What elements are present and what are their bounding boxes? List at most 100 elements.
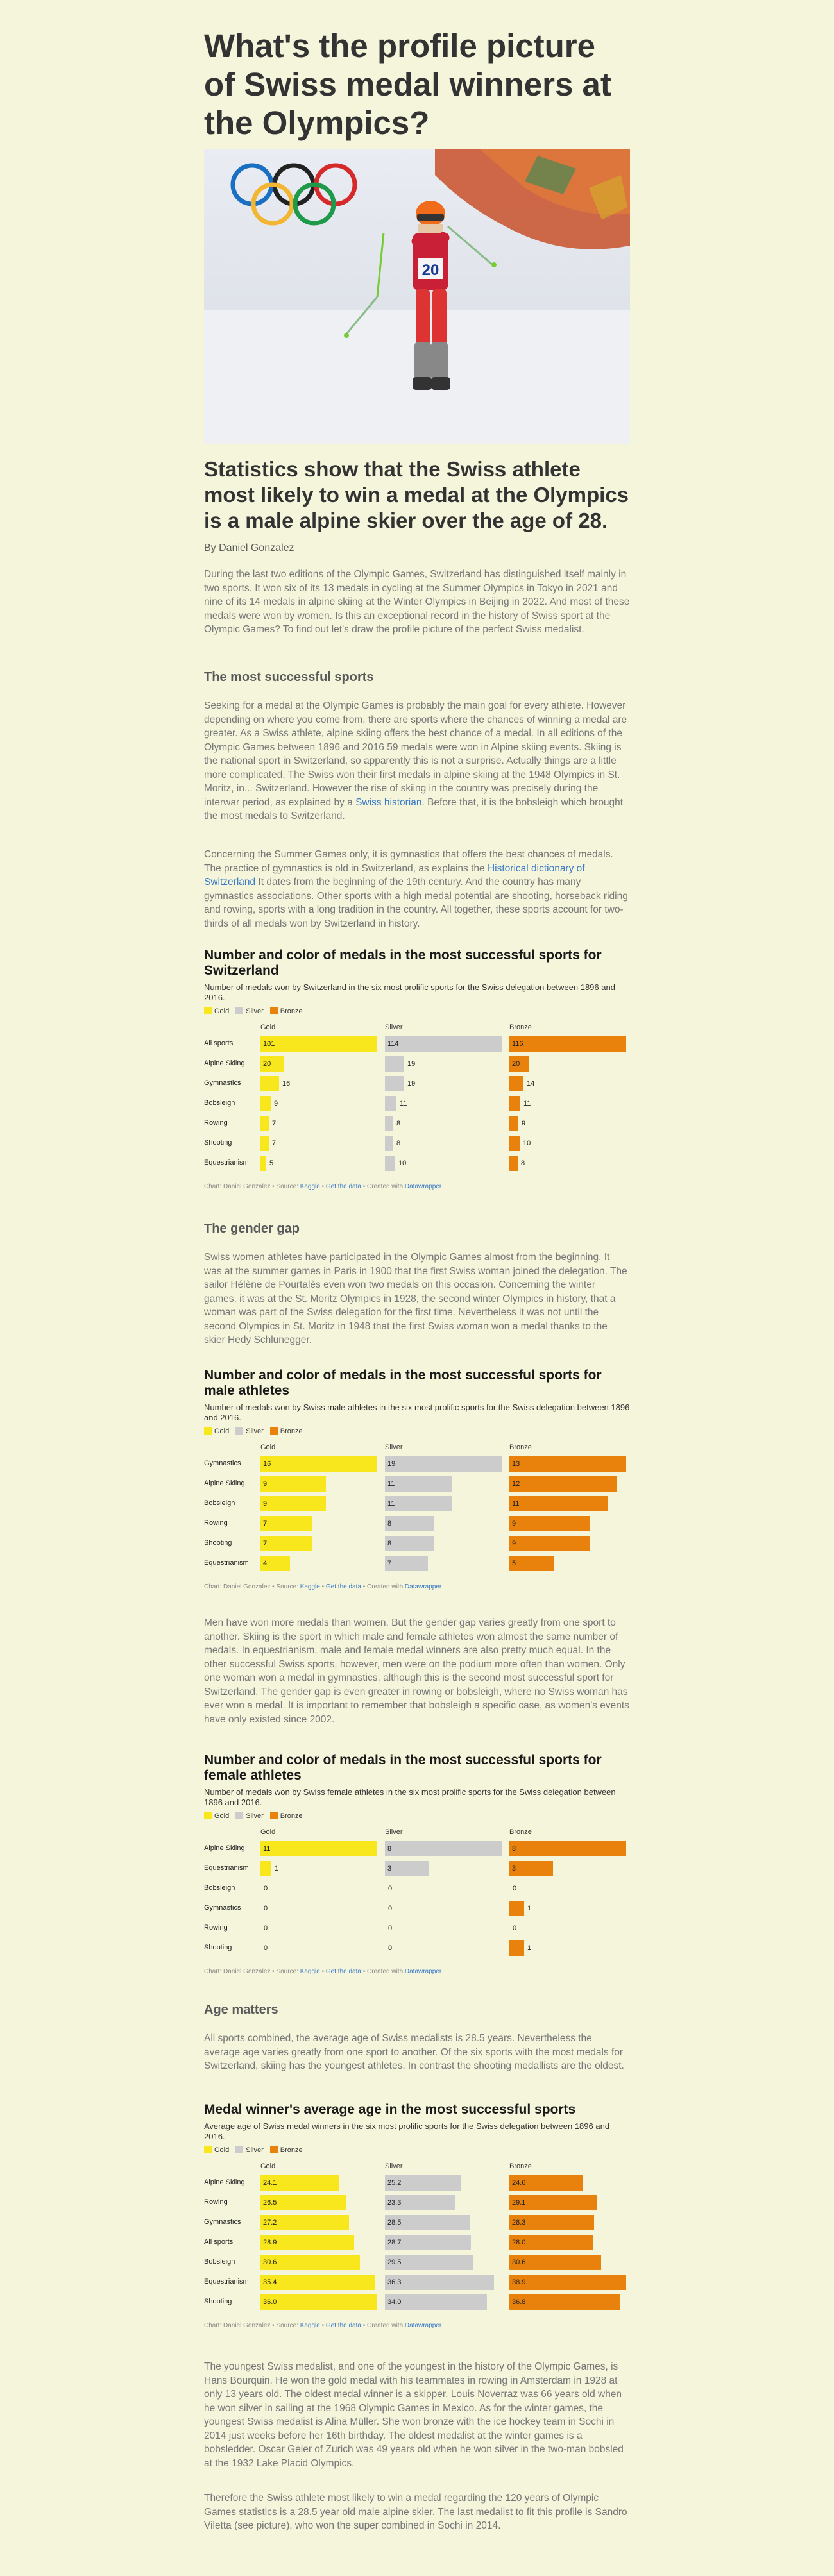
row-label: Bobsleigh	[204, 1499, 235, 1507]
datawrapper-link[interactable]: Datawrapper	[404, 1183, 442, 1190]
bar-value: 7	[272, 1140, 277, 1147]
chart-title: Number and color of medals in the most s…	[204, 1753, 602, 1783]
bar-value: 28.3	[512, 2219, 526, 2227]
row-label: Rowing	[204, 1119, 228, 1127]
row-label: Rowing	[204, 1519, 228, 1527]
row-label: Shooting	[204, 1944, 232, 1951]
bar-bronze	[509, 2175, 583, 2191]
bar-value: 1	[527, 1905, 532, 1912]
chart-credit: Chart: Daniel Gonzalez • Source: Kaggle …	[204, 1583, 442, 1590]
article-subtitle: Statistics show that the Swiss athlete m…	[204, 457, 629, 532]
bar-value: 14	[527, 1080, 535, 1088]
source-link[interactable]: Kaggle	[300, 1183, 320, 1190]
source-link[interactable]: Kaggle	[300, 1968, 320, 1975]
bar-gold	[260, 1056, 284, 1072]
bar-value: 0	[264, 1924, 268, 1932]
legend-swatch	[269, 2146, 278, 2153]
legend-swatch	[204, 1007, 212, 1014]
row-label: Alpine Skiing	[204, 2178, 245, 2186]
bar-gold	[260, 1516, 312, 1531]
column-header: Silver	[385, 1023, 403, 1031]
bar-value: 0	[264, 1885, 268, 1892]
bar-gold	[260, 1536, 312, 1551]
bar-value: 36.8	[512, 2298, 526, 2306]
legend-item: Gold	[204, 1427, 229, 1435]
bar-gold	[260, 1476, 326, 1492]
bar-gold	[260, 1861, 271, 1876]
bar-gold	[260, 2294, 377, 2310]
bar-value: 19	[407, 1060, 416, 1068]
bar-value: 7	[387, 1560, 392, 1567]
bar-silver	[385, 1056, 404, 1072]
paragraph-youngest: The youngest Swiss medalist, and one of …	[204, 2361, 624, 2469]
bar-gold	[260, 2255, 360, 2270]
chart-grid: Gold Silver Bronze Alpine Skiing 11 8 8 Equestr…	[204, 1828, 630, 1962]
legend-swatch	[204, 1812, 212, 1819]
historical-dictionary-link[interactable]: Historical dictionary of Switzerland	[204, 863, 585, 888]
bar-value: 0	[388, 1885, 393, 1892]
bar-bronze	[509, 1116, 518, 1131]
bar-value: 11	[512, 1500, 520, 1508]
bar-gold	[260, 1096, 271, 1111]
chart-medals-female: Number and color of medals in the most s…	[204, 1753, 630, 1975]
bar-value: 26.5	[263, 2199, 277, 2207]
source-link[interactable]: Kaggle	[300, 1583, 320, 1590]
bar-value: 8	[396, 1140, 401, 1147]
get-data-link[interactable]: Get the data	[325, 1183, 361, 1190]
chart-credit: Chart: Daniel Gonzalez • Source: Kaggle …	[204, 1183, 442, 1190]
bar-value: 9	[522, 1120, 526, 1127]
paragraph-sports: Seeking for a medal at the Olympic Games…	[204, 700, 627, 821]
bar-value: 19	[387, 1460, 396, 1468]
datawrapper-link[interactable]: Datawrapper	[404, 1583, 442, 1590]
bar-value: 28.9	[263, 2239, 277, 2246]
bar-bronze	[509, 1076, 523, 1091]
swiss-historian-link[interactable]: Swiss historian	[355, 796, 422, 808]
datawrapper-link[interactable]: Datawrapper	[404, 1968, 442, 1975]
bar-bronze	[509, 1536, 590, 1551]
bar-bronze	[509, 1456, 626, 1472]
row-label: Rowing	[204, 1924, 228, 1932]
bar-value: 36.0	[263, 2298, 277, 2306]
bar-bronze	[509, 1056, 529, 1072]
bar-bronze	[509, 1516, 590, 1531]
get-data-link[interactable]: Get the data	[325, 1968, 361, 1975]
byline: By Daniel Gonzalez	[204, 543, 294, 553]
bar-gold	[260, 1556, 290, 1571]
source-link[interactable]: Kaggle	[300, 2322, 320, 2329]
legend-item: Bronze	[269, 2146, 303, 2154]
column-header: Bronze	[509, 1828, 532, 1836]
bar-value: 9	[274, 1100, 278, 1107]
bar-silver	[385, 2294, 487, 2310]
bar-gold	[260, 1116, 269, 1131]
bar-value: 36.3	[387, 2278, 402, 2286]
bar-gold	[260, 2175, 339, 2191]
bar-value: 9	[512, 1540, 516, 1547]
legend-item: Bronze	[269, 1812, 303, 1820]
bar-value: 1	[275, 1865, 279, 1873]
bar-value: 0	[388, 1905, 393, 1912]
bar-value: 1	[527, 1944, 532, 1952]
row-label: Equestrianism	[204, 2278, 249, 2286]
get-data-link[interactable]: Get the data	[325, 1583, 361, 1590]
bar-silver	[385, 1841, 502, 1856]
bar-bronze	[509, 1940, 524, 1956]
chart-legend: Gold Silver Bronze	[204, 1427, 630, 1437]
chart-grid: Gold Silver Bronze All sports 101 114 116 Alpin…	[204, 1023, 630, 1177]
datawrapper-link[interactable]: Datawrapper	[404, 2322, 442, 2329]
paragraph-gender: Swiss women athletes have participated i…	[204, 1252, 627, 1345]
bar-silver	[385, 2235, 471, 2250]
chart-legend: Gold Silver Bronze	[204, 1007, 630, 1017]
legend-swatch	[269, 1427, 278, 1435]
bar-value: 0	[388, 1944, 393, 1952]
get-data-link[interactable]: Get the data	[325, 2322, 361, 2329]
bar-gold	[260, 1076, 279, 1091]
legend-item: Gold	[204, 1007, 229, 1015]
hero-image: 20	[204, 149, 630, 444]
bar-value: 0	[264, 1905, 268, 1912]
bar-silver	[385, 2195, 455, 2210]
row-label: Gymnastics	[204, 1079, 241, 1087]
row-label: Shooting	[204, 1139, 232, 1147]
bar-value: 3	[512, 1865, 516, 1873]
bar-silver	[385, 1156, 395, 1171]
bar-bronze	[509, 1861, 553, 1876]
